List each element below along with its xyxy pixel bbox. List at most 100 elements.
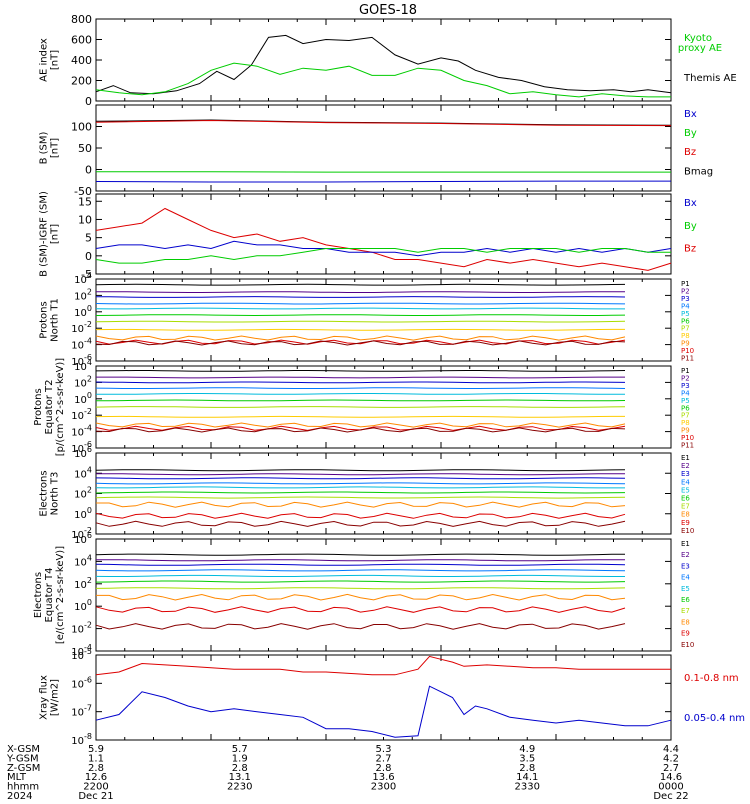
series-line-en-7 [96, 497, 625, 498]
panel-frame-bsub [96, 194, 671, 274]
legend-item: E10 [681, 527, 694, 535]
series-line-en-9 [96, 513, 625, 518]
series-line-0-05-0-4-nm [96, 686, 671, 737]
series-line-ee-2 [96, 560, 625, 561]
y-axis-label: Protons [33, 388, 44, 425]
y-axis-label: Xray flux [39, 675, 50, 720]
legend-item: E10 [681, 641, 694, 649]
series-line-en-6 [96, 492, 625, 493]
y-axis-label: Protons [39, 301, 50, 338]
y-axis-label: Equator T2 [44, 380, 55, 435]
legend-item: E3 [681, 470, 690, 478]
ytick-label: 104 [74, 465, 92, 480]
series-line-pn-2 [96, 292, 625, 293]
y-axis-label: [p/(cm^2-s-sr-keV)] [55, 358, 66, 457]
y-axis-label: [nT] [50, 224, 61, 244]
legend-item: Bmag [684, 166, 713, 177]
xaxis-row-value: 2230 [227, 782, 252, 793]
series-line-pn-3 [96, 297, 625, 298]
legend-item: P11 [681, 355, 694, 363]
series-line-ee-10 [96, 624, 625, 630]
series-line-pn-7 [96, 321, 625, 322]
legend-item: E8 [681, 618, 690, 626]
legend-item: E1 [681, 540, 690, 548]
legend-item: Themis AE [683, 73, 737, 84]
ytick-label: 100 [74, 391, 92, 406]
legend-item: Bx [684, 109, 697, 120]
ytick-label: 102 [74, 486, 92, 501]
ytick-label: 10 [78, 213, 92, 226]
y-axis-label: North T1 [50, 298, 61, 342]
ytick-label: 0 [85, 164, 92, 177]
series-line-pn-9 [96, 336, 625, 340]
legend-item: E2 [681, 551, 690, 559]
series-line-pe-6 [96, 400, 625, 401]
series-line-ee-6 [96, 581, 625, 582]
ytick-label: 5 [85, 232, 92, 245]
series-line-pe-2 [96, 377, 625, 378]
legend-item: E5 [681, 486, 690, 494]
y-axis-label: Electrons [39, 470, 50, 516]
legend-item: E6 [681, 495, 690, 503]
ytick-label: 10-4 [71, 424, 92, 439]
series-line-pe-1 [96, 371, 625, 372]
series-line-pe-7 [96, 407, 625, 408]
xaxis-row-value: Dec 22 [653, 791, 688, 800]
series-line-en-10 [96, 521, 625, 526]
ytick-label: 10-2 [71, 320, 92, 335]
ytick-label: 800 [71, 13, 92, 26]
legend-item: E1 [681, 454, 690, 462]
series-line-ee-7 [96, 588, 625, 589]
legend-item: E9 [681, 630, 690, 638]
y-axis-label: [W/m2] [50, 679, 61, 716]
legend-item: Bz [684, 147, 696, 158]
plot-title: GOES-18 [359, 3, 417, 18]
legend-item: E2 [681, 462, 690, 470]
ytick-label: 100 [71, 121, 92, 134]
ytick-label: 102 [74, 576, 92, 591]
panel-frame-pn [96, 279, 671, 361]
y-axis-label: [e/(cm^2-s-sr-keV)] [55, 546, 66, 644]
legend-item: proxy AE [678, 43, 722, 54]
series-line-ee-8 [96, 594, 625, 600]
legend-item: P11 [681, 442, 694, 450]
series-line-en-3 [96, 478, 625, 479]
xaxis-row-value: 2330 [515, 782, 540, 793]
y-axis-label: [nT] [50, 138, 61, 158]
ytick-label: 400 [71, 54, 92, 67]
series-line-en-5 [96, 487, 625, 488]
series-line-pn-4 [96, 303, 625, 304]
y-axis-label: B (SM) [39, 131, 50, 164]
ytick-label: 10-2 [71, 621, 92, 636]
xaxis-row-value: 2300 [371, 782, 396, 793]
series-line-ee-1 [96, 554, 625, 555]
series-line-pe-9 [96, 423, 625, 427]
series-line-pe-3 [96, 382, 625, 383]
series-line-en-2 [96, 474, 625, 475]
legend-item: 0.1-0.8 nm [684, 673, 739, 684]
legend-item: E7 [681, 503, 690, 511]
y-axis-label: [nT] [50, 50, 61, 70]
legend-item: Bz [684, 244, 696, 255]
legend-item: E3 [681, 562, 690, 570]
y-axis-label: Electrons [33, 572, 44, 618]
y-axis-label: North T3 [50, 472, 61, 516]
series-line-pn-8 [96, 329, 625, 330]
series-line-bx [96, 181, 671, 182]
ytick-label: 104 [74, 553, 92, 568]
legend-item: E8 [681, 511, 690, 519]
panel-frame-bsm [96, 105, 671, 191]
series-line-en-1 [96, 470, 625, 471]
ytick-label: 10-2 [71, 407, 92, 422]
series-line-pe-5 [96, 394, 625, 395]
series-line-pn-6 [96, 315, 625, 316]
series-line-pe-8 [96, 416, 625, 417]
ytick-label: 102 [74, 374, 92, 389]
ytick-label: 50 [78, 142, 92, 155]
xaxis-row-label: 2024 [7, 791, 32, 800]
ytick-label: 600 [71, 34, 92, 47]
ytick-label: 100 [74, 598, 92, 613]
legend-item: E7 [681, 607, 690, 615]
